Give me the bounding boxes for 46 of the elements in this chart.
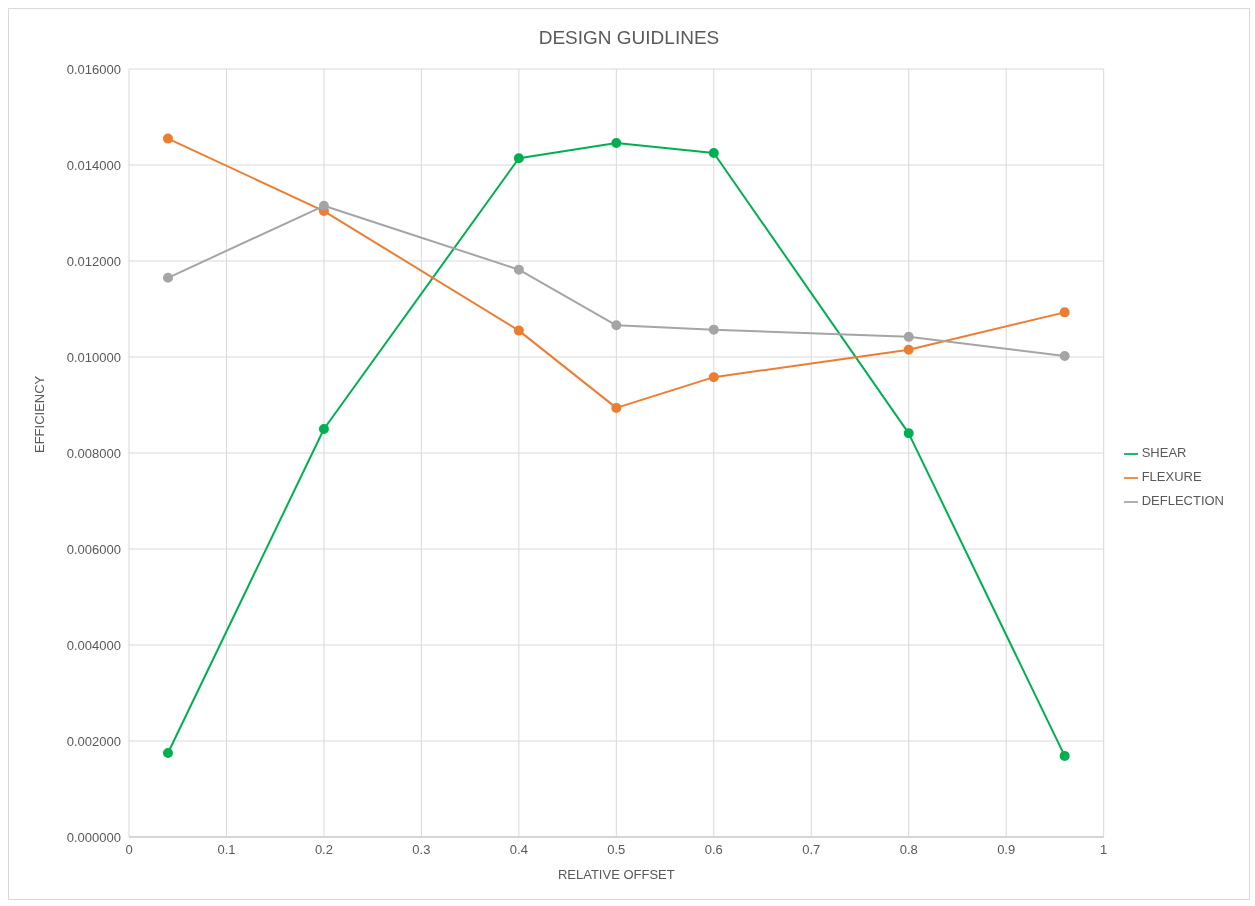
y-tick-label: 0.006000 [66, 541, 121, 557]
point [1059, 750, 1070, 761]
y-tick-label: 0.016000 [66, 61, 121, 77]
y-tick-label: 0.002000 [66, 733, 121, 749]
y-tick-label: 0.004000 [66, 637, 121, 653]
point [611, 320, 622, 331]
point [1059, 351, 1070, 362]
point [162, 133, 173, 144]
legend-label: FLEXURE [1141, 469, 1202, 484]
y-axis-title: EFFICIENCY [31, 375, 47, 453]
x-tick-label: 0.1 [217, 842, 236, 858]
x-tick-label: 0.8 [899, 842, 918, 858]
point [708, 372, 719, 383]
point [513, 153, 524, 164]
point [903, 428, 914, 439]
x-tick-label: 0.9 [997, 842, 1016, 858]
y-tick-label: 0.010000 [66, 349, 121, 365]
legend-label: SHEAR [1141, 445, 1187, 460]
point [162, 748, 173, 758]
point [1059, 307, 1070, 318]
x-tick-label: 0.4 [509, 842, 528, 858]
chart-title: DESIGN GUIDLINES [537, 26, 721, 50]
y-tick-label: 0.000000 [66, 829, 121, 845]
point [611, 137, 622, 148]
point [513, 325, 524, 336]
x-axis-title: RELATIVE OFFSET [557, 867, 675, 882]
point [708, 324, 719, 335]
point [318, 200, 329, 211]
legend-label: DEFLECTION [1141, 493, 1224, 508]
point [318, 424, 329, 434]
y-tick-label: 0.012000 [66, 253, 121, 269]
x-tick-label: 0 [125, 842, 133, 858]
point [903, 331, 914, 342]
y-tick-label: 0.008000 [66, 445, 121, 461]
x-tick-label: 0.5 [607, 842, 626, 858]
point [903, 344, 914, 355]
point [162, 272, 173, 283]
x-tick-label: 0.6 [704, 842, 723, 858]
x-tick-label: 0.2 [314, 842, 333, 858]
x-tick-label: 0.3 [412, 842, 431, 858]
point [611, 402, 622, 413]
x-tick-label: 0.7 [802, 842, 821, 858]
point [708, 148, 719, 158]
point [513, 264, 524, 275]
y-tick-label: 0.014000 [66, 157, 121, 173]
x-tick-label: 1 [1100, 842, 1108, 858]
